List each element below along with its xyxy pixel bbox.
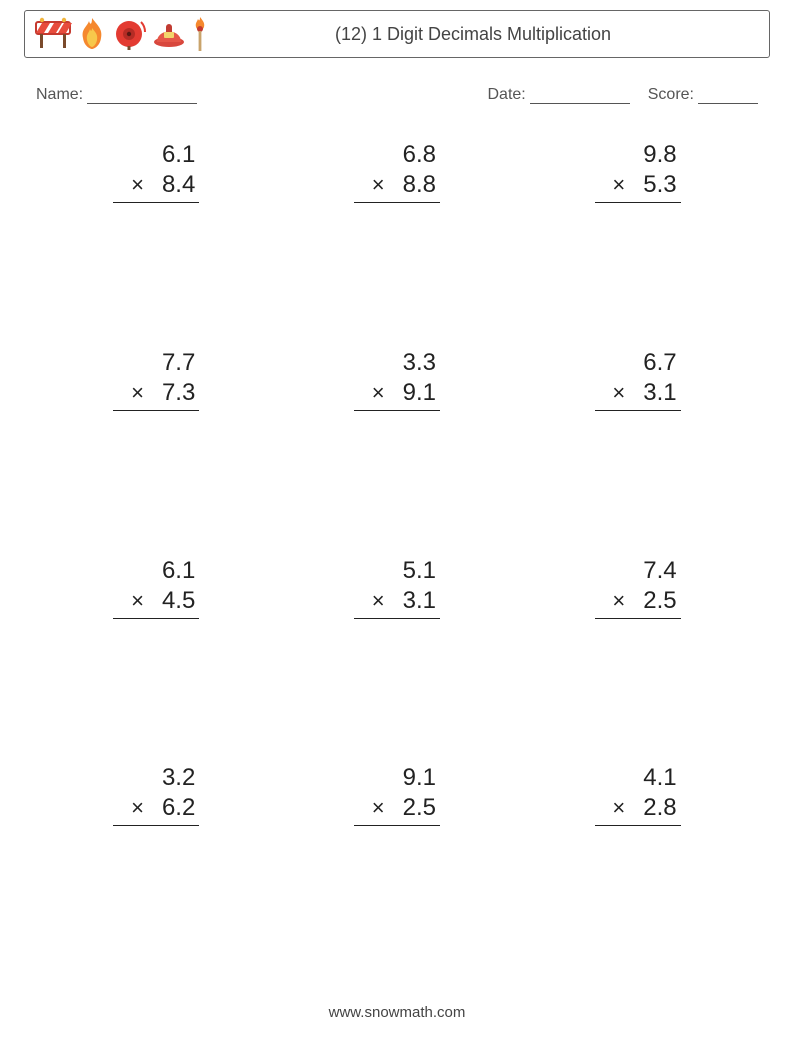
operator: × <box>612 794 625 822</box>
operator: × <box>131 379 144 407</box>
operand-a: 9.1 <box>403 763 436 793</box>
score-blank[interactable] <box>698 86 758 104</box>
problem-cell: 9.1 × 2.5 <box>277 755 518 963</box>
fire-helmet-icon <box>151 16 187 52</box>
operator: × <box>131 587 144 615</box>
problem-cell: 6.1 × 8.4 <box>36 132 277 340</box>
footer-url: www.snowmath.com <box>0 1004 794 1021</box>
problem-cell: 6.7 × 3.1 <box>517 340 758 548</box>
operator: × <box>372 794 385 822</box>
operator: × <box>612 171 625 199</box>
operand-a: 4.1 <box>643 763 676 793</box>
operand-a: 7.4 <box>643 556 676 586</box>
operand-a: 6.8 <box>403 140 436 170</box>
problem-cell: 9.8 × 5.3 <box>517 132 758 340</box>
problem-cell: 7.7 × 7.3 <box>36 340 277 548</box>
operand-b: 5.3 <box>643 170 676 200</box>
worksheet-header: (12) 1 Digit Decimals Multiplication <box>24 10 770 58</box>
operand-b: 2.5 <box>643 586 676 616</box>
barricade-icon <box>33 16 73 52</box>
operand-b: 9.1 <box>403 378 436 408</box>
problem-cell: 5.1 × 3.1 <box>277 548 518 756</box>
operand-b: 2.5 <box>403 793 436 823</box>
fire-icon <box>77 16 107 52</box>
operator: × <box>131 794 144 822</box>
date-blank[interactable] <box>530 86 630 104</box>
operator: × <box>612 587 625 615</box>
operator: × <box>372 587 385 615</box>
operand-a: 6.7 <box>643 348 676 378</box>
operand-b: 3.1 <box>403 586 436 616</box>
problem-cell: 3.3 × 9.1 <box>277 340 518 548</box>
problem-stack: 6.1 × 8.4 <box>113 140 199 203</box>
operand-a: 5.1 <box>403 556 436 586</box>
name-label: Name: <box>36 86 83 104</box>
operand-b: 7.3 <box>162 378 195 408</box>
operand-b: 8.8 <box>403 170 436 200</box>
operator: × <box>612 379 625 407</box>
operand-a: 6.1 <box>162 556 195 586</box>
operator: × <box>372 171 385 199</box>
operand-b: 6.2 <box>162 793 195 823</box>
operand-b: 8.4 <box>162 170 195 200</box>
problems-grid: 6.1 ×8.4 6.8×8.8 9.8×5.3 7.7×7.3 3.3×9.1… <box>36 132 758 963</box>
meta-row: Name: Date: Score: <box>36 86 758 104</box>
operator: × <box>131 171 144 199</box>
operator: × <box>372 379 385 407</box>
problem-cell: 4.1 × 2.8 <box>517 755 758 963</box>
problem-cell: 3.2 × 6.2 <box>36 755 277 963</box>
operand-a: 7.7 <box>162 348 195 378</box>
operand-b: 2.8 <box>643 793 676 823</box>
problem-cell: 6.8 × 8.8 <box>277 132 518 340</box>
operand-a: 6.1 <box>162 140 195 170</box>
operand-b: 3.1 <box>643 378 676 408</box>
score-label: Score: <box>648 86 694 104</box>
date-label: Date: <box>488 86 526 104</box>
operand-a: 3.2 <box>162 763 195 793</box>
problem-cell: 6.1 × 4.5 <box>36 548 277 756</box>
operand-a: 9.8 <box>643 140 676 170</box>
name-blank[interactable] <box>87 86 197 104</box>
operand-b: 4.5 <box>162 586 195 616</box>
header-icon-row <box>33 15 209 53</box>
problem-cell: 7.4 × 2.5 <box>517 548 758 756</box>
operand-a: 3.3 <box>403 348 436 378</box>
worksheet-title: (12) 1 Digit Decimals Multiplication <box>209 24 757 45</box>
alarm-bell-icon <box>111 16 147 52</box>
match-icon <box>191 15 209 53</box>
